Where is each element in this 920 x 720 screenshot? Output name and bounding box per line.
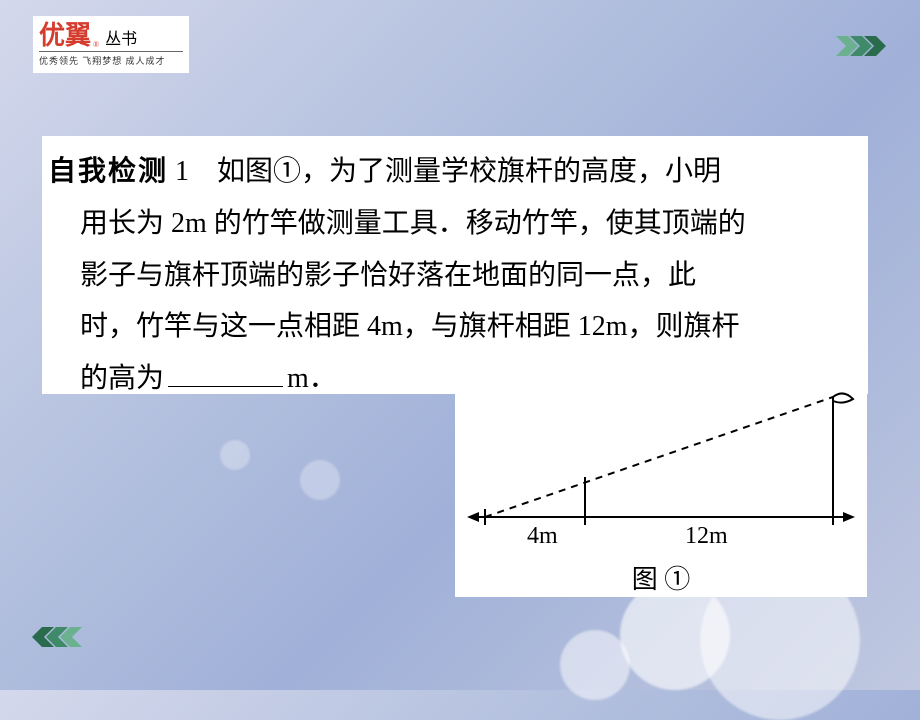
problem-text: 自我检测 1 如图①，为了测量学校旗杆的高度，小明 用长为 2m 的竹竿做测量工… (48, 146, 850, 405)
prev-arrow-icon[interactable] (30, 627, 82, 652)
next-arrow-icon[interactable] (836, 36, 888, 56)
problem-line5-pre: 的高为 (80, 363, 164, 394)
seg1-label: 4m (527, 523, 558, 549)
problem-line3: 影子与旗杆顶端的影子恰好落在地面的同一点，此 (80, 260, 696, 291)
problem-label: 自我检测 (48, 156, 168, 187)
problem-line5-post: m． (287, 363, 337, 394)
bokeh-circle (220, 440, 250, 470)
answer-blank (168, 356, 283, 387)
problem-line2: 用长为 2m 的竹竿做测量工具．移动竹竿，使其顶端的 (80, 208, 746, 239)
logo-main-text: 优翼 (39, 23, 91, 49)
logo-tagline: 优秀领先 飞翔梦想 成人成才 (39, 51, 183, 67)
logo-registered: ® (93, 40, 99, 49)
seg2-label: 12m (685, 523, 728, 549)
problem-line4: 时，竹竿与这一点相距 4m，与旗杆相距 12m，则旗杆 (80, 311, 740, 342)
publisher-logo: 优翼 ® 丛书 优秀领先 飞翔梦想 成人成才 (33, 16, 189, 73)
problem-number: 1 (175, 156, 189, 187)
triangle-diagram: 4m 12m (455, 377, 867, 557)
figure-caption: 图 ① (455, 559, 867, 596)
bokeh-circle (300, 460, 340, 500)
figure-box: 4m 12m 图 ① (455, 377, 867, 597)
problem-text-box: 自我检测 1 如图①，为了测量学校旗杆的高度，小明 用长为 2m 的竹竿做测量工… (42, 136, 868, 394)
logo-sub-text: 丛书 (105, 25, 137, 49)
problem-line1: 如图①，为了测量学校旗杆的高度，小明 (217, 156, 721, 187)
